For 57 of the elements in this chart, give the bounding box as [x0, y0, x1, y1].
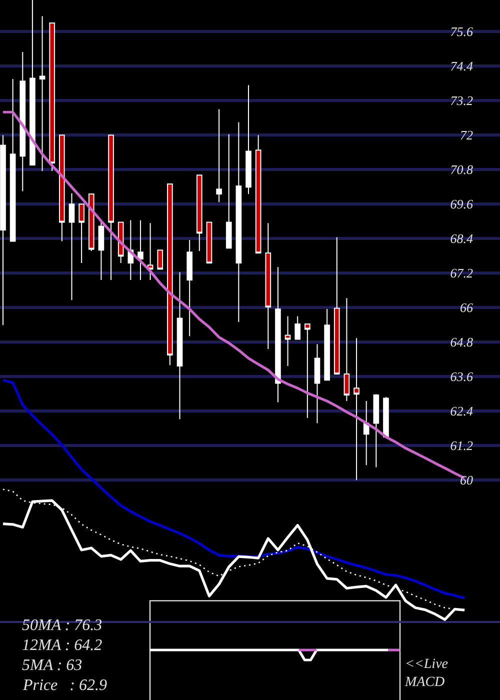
y-tick-label: 68.4	[450, 231, 474, 246]
y-tick-label: 75.6	[450, 24, 474, 40]
candlestick	[30, 0, 36, 166]
annotation: 50MA : 76.3	[22, 617, 102, 634]
candlestick	[20, 52, 26, 192]
candlestick	[246, 84, 252, 195]
candlestick	[255, 134, 262, 254]
candlestick	[236, 122, 242, 322]
candlestick	[294, 316, 301, 340]
y-tick-label: 70.8	[450, 162, 474, 178]
candlestick	[157, 250, 164, 270]
candlestick	[78, 204, 84, 264]
candlestick	[10, 78, 16, 242]
candlestick	[196, 174, 202, 252]
y-tick-label: 61.2	[450, 438, 474, 454]
y-tick-label: 62.4	[450, 404, 474, 419]
candlestick	[0, 134, 6, 326]
candlestick	[363, 400, 370, 466]
candlestick	[284, 316, 291, 366]
y-tick-label: 73.2	[450, 93, 474, 108]
text: 12MA : 64.2	[22, 637, 102, 654]
y-tick-label: 67.2	[450, 266, 474, 281]
y-tick-label: 66	[460, 300, 474, 316]
candlestick	[108, 134, 114, 281]
candlestick	[206, 222, 212, 264]
y-tick-label: 60	[460, 472, 474, 488]
candlestick	[176, 272, 183, 420]
candlestick	[88, 194, 94, 252]
candlestick	[314, 344, 320, 424]
text: 5MA : 63	[22, 657, 82, 674]
text: <<Live MACD	[404, 657, 448, 690]
candlestick	[68, 192, 75, 301]
candlestick	[354, 338, 360, 481]
candlestick	[344, 298, 350, 402]
candlestick	[49, 22, 56, 172]
candlestick	[138, 220, 144, 281]
candlestick	[39, 16, 46, 172]
candlestick	[98, 222, 104, 281]
y-tick-label: 72	[460, 128, 474, 143]
candlestick	[167, 184, 173, 366]
candlestick	[216, 108, 222, 203]
candlestick	[59, 134, 65, 242]
y-tick-label: 74.4	[450, 58, 474, 74]
text: Price : 62.9	[22, 677, 107, 694]
candlestick	[226, 134, 232, 249]
y-tick-label: 63.6	[450, 369, 474, 384]
candlestick	[324, 308, 330, 381]
candlestick	[147, 222, 154, 281]
candlestick	[334, 236, 340, 375]
candlestick	[304, 324, 310, 419]
candlestick	[186, 240, 192, 337]
candlestick	[265, 222, 272, 350]
candlestick	[275, 266, 281, 403]
y-tick-label: 64.8	[450, 334, 474, 350]
y-tick-label: 69.6	[450, 196, 474, 212]
candlestick	[373, 394, 380, 468]
candlestick	[383, 396, 389, 438]
